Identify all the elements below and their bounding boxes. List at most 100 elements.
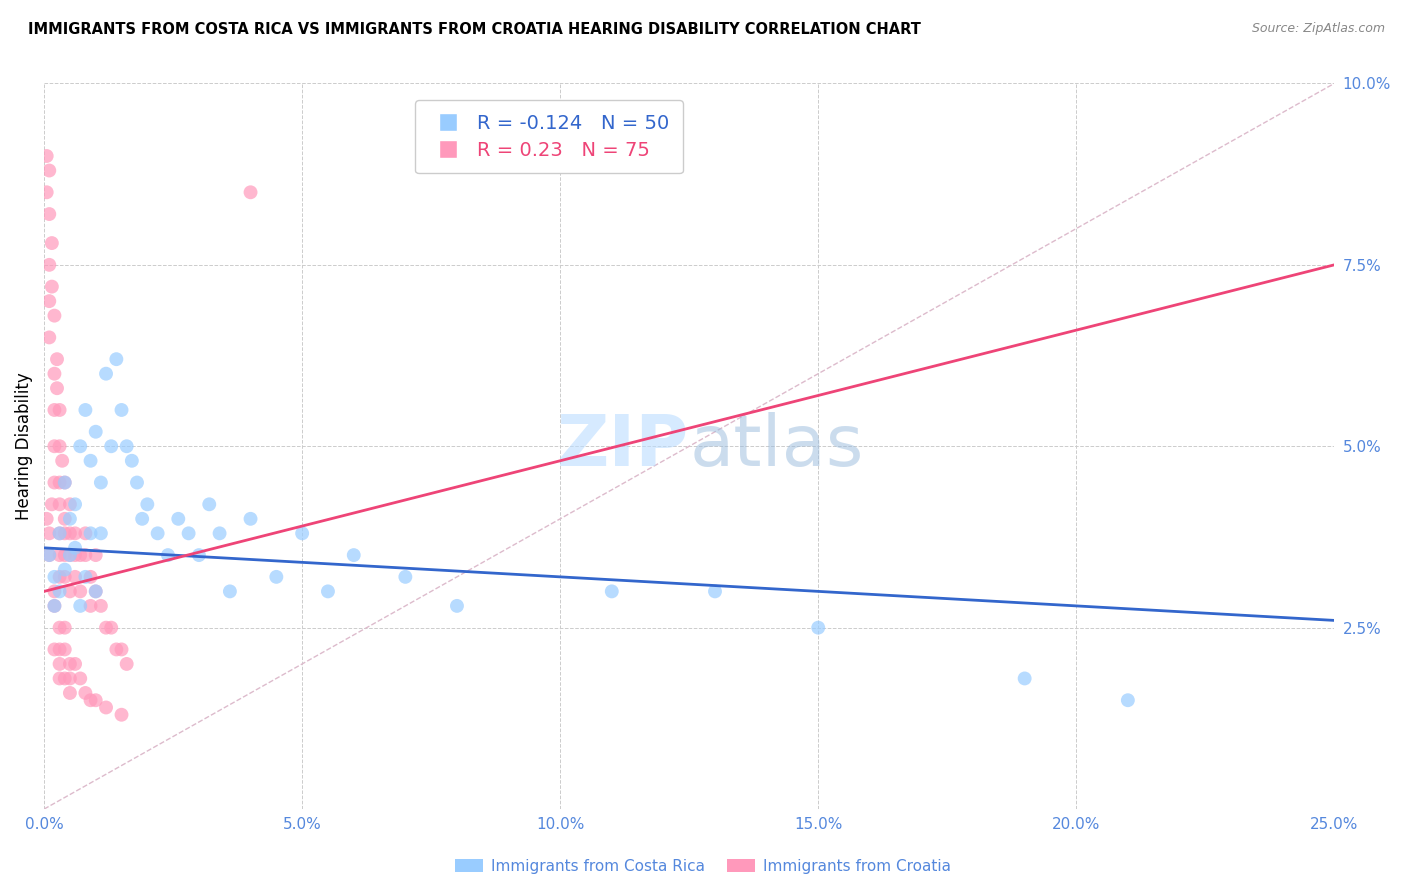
Point (59, 584, 82, 599)
Point (53, 526, 76, 541)
Point (198, 497, 221, 511)
Point (48, 403, 70, 417)
Point (48, 475, 70, 490)
Point (48, 672, 70, 686)
Point (90, 526, 112, 541)
Point (219, 584, 242, 599)
Point (46, 381, 69, 395)
Point (394, 570, 416, 584)
Point (239, 186, 262, 200)
Point (63, 541, 86, 555)
Point (59, 686, 82, 700)
Point (84, 584, 107, 599)
Point (105, 642, 128, 657)
Point (35, 186, 58, 200)
Point (59, 497, 82, 511)
Point (208, 526, 231, 541)
Point (75, 403, 97, 417)
Point (53, 548, 76, 562)
Point (48, 642, 70, 657)
Point (53, 570, 76, 584)
Point (105, 352, 128, 367)
Point (35, 149, 58, 163)
Point (704, 584, 727, 599)
Point (146, 526, 169, 541)
Point (38, 294, 60, 309)
Point (38, 548, 60, 562)
Point (38, 330, 60, 344)
Point (177, 526, 200, 541)
Point (75, 570, 97, 584)
Point (59, 526, 82, 541)
Legend: R = -0.124   N = 50, R = 0.23   N = 75: R = -0.124 N = 50, R = 0.23 N = 75 (415, 101, 683, 173)
Point (38, 258, 60, 272)
Point (69, 599, 91, 613)
Point (84, 548, 107, 562)
Point (79, 599, 101, 613)
Point (90, 599, 112, 613)
Point (53, 621, 76, 635)
Point (38, 526, 60, 541)
Point (156, 548, 179, 562)
Point (110, 707, 132, 722)
Point (48, 526, 70, 541)
Point (53, 475, 76, 490)
Point (38, 163, 60, 178)
Point (1014, 672, 1036, 686)
Point (343, 548, 366, 562)
Point (136, 497, 159, 511)
Point (51, 454, 73, 468)
Point (75, 548, 97, 562)
Point (35, 512, 58, 526)
Point (291, 526, 314, 541)
Text: atlas: atlas (689, 412, 863, 481)
Point (115, 439, 138, 453)
Point (44, 599, 66, 613)
Point (167, 512, 190, 526)
Point (59, 548, 82, 562)
Point (48, 548, 70, 562)
Point (44, 403, 66, 417)
Point (69, 672, 91, 686)
Point (44, 642, 66, 657)
Point (75, 526, 97, 541)
Point (115, 657, 138, 671)
Point (59, 672, 82, 686)
Point (1116, 693, 1139, 707)
Point (69, 548, 91, 562)
Point (79, 693, 101, 707)
Text: ZIP: ZIP (557, 412, 689, 481)
Point (63, 526, 86, 541)
Point (75, 686, 97, 700)
Point (69, 439, 91, 453)
Point (94, 367, 117, 381)
Point (187, 548, 209, 562)
Point (84, 584, 107, 599)
Point (41, 497, 63, 511)
Point (48, 497, 70, 511)
Point (94, 700, 117, 714)
Point (48, 439, 70, 453)
Point (79, 570, 101, 584)
Point (44, 475, 66, 490)
Point (44, 439, 66, 453)
Point (44, 570, 66, 584)
Point (59, 657, 82, 671)
Point (94, 621, 117, 635)
Point (239, 512, 262, 526)
Legend: Immigrants from Costa Rica, Immigrants from Croatia: Immigrants from Costa Rica, Immigrants f… (450, 853, 956, 880)
Text: IMMIGRANTS FROM COSTA RICA VS IMMIGRANTS FROM CROATIA HEARING DISABILITY CORRELA: IMMIGRANTS FROM COSTA RICA VS IMMIGRANTS… (28, 22, 921, 37)
Point (41, 279, 63, 293)
Point (131, 512, 153, 526)
Point (41, 236, 63, 251)
Point (100, 621, 122, 635)
Point (84, 425, 107, 439)
Y-axis label: Hearing Disability: Hearing Disability (15, 372, 32, 520)
Point (100, 439, 122, 453)
Point (807, 621, 830, 635)
Point (63, 497, 86, 511)
Point (48, 621, 70, 635)
Point (59, 548, 82, 562)
Point (90, 475, 112, 490)
Point (44, 599, 66, 613)
